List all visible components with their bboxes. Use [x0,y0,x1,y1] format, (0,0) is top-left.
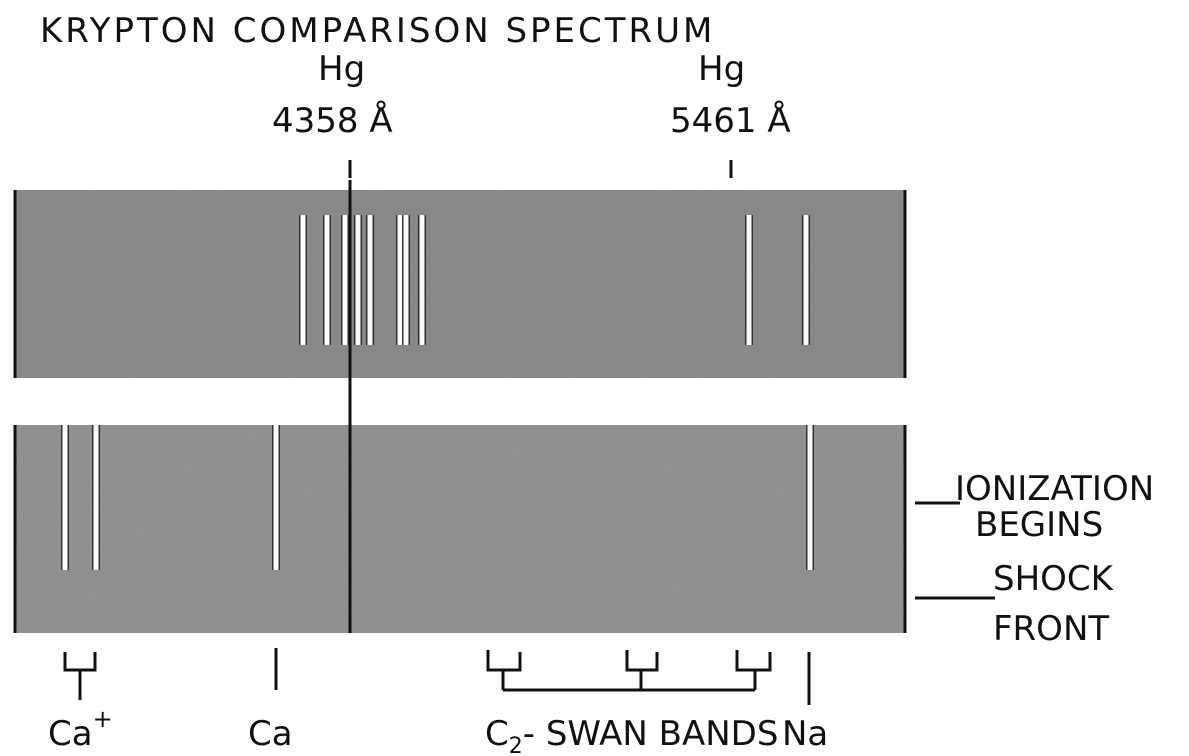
side-label: SHOCK [993,559,1115,599]
label-text: C [485,714,509,754]
shock-spectrum [13,425,907,633]
line-label: Ca [248,714,293,754]
brackets [63,648,811,705]
wavelength-label: 5461 Å [670,100,791,141]
comparison-spectrum [13,190,907,378]
label-text: - SWAN BANDS [523,714,779,754]
side-label: BEGINS [975,505,1103,545]
label-text: Ca [48,714,93,754]
side-label: FRONT [993,609,1109,649]
wavelength-label: 4358 Å [272,100,393,141]
line-label: C2- SWAN BANDS [485,714,778,756]
line-label: Ca+ [48,705,113,754]
title: KRYPTON COMPARISON SPECTRUM [40,11,715,51]
superscript: + [93,705,113,733]
element-label: Hg [698,49,745,89]
side-label: IONIZATION [955,469,1154,509]
element-label: Hg [318,49,365,89]
line-label: Na [782,714,828,754]
subscript: 2 [509,734,523,756]
